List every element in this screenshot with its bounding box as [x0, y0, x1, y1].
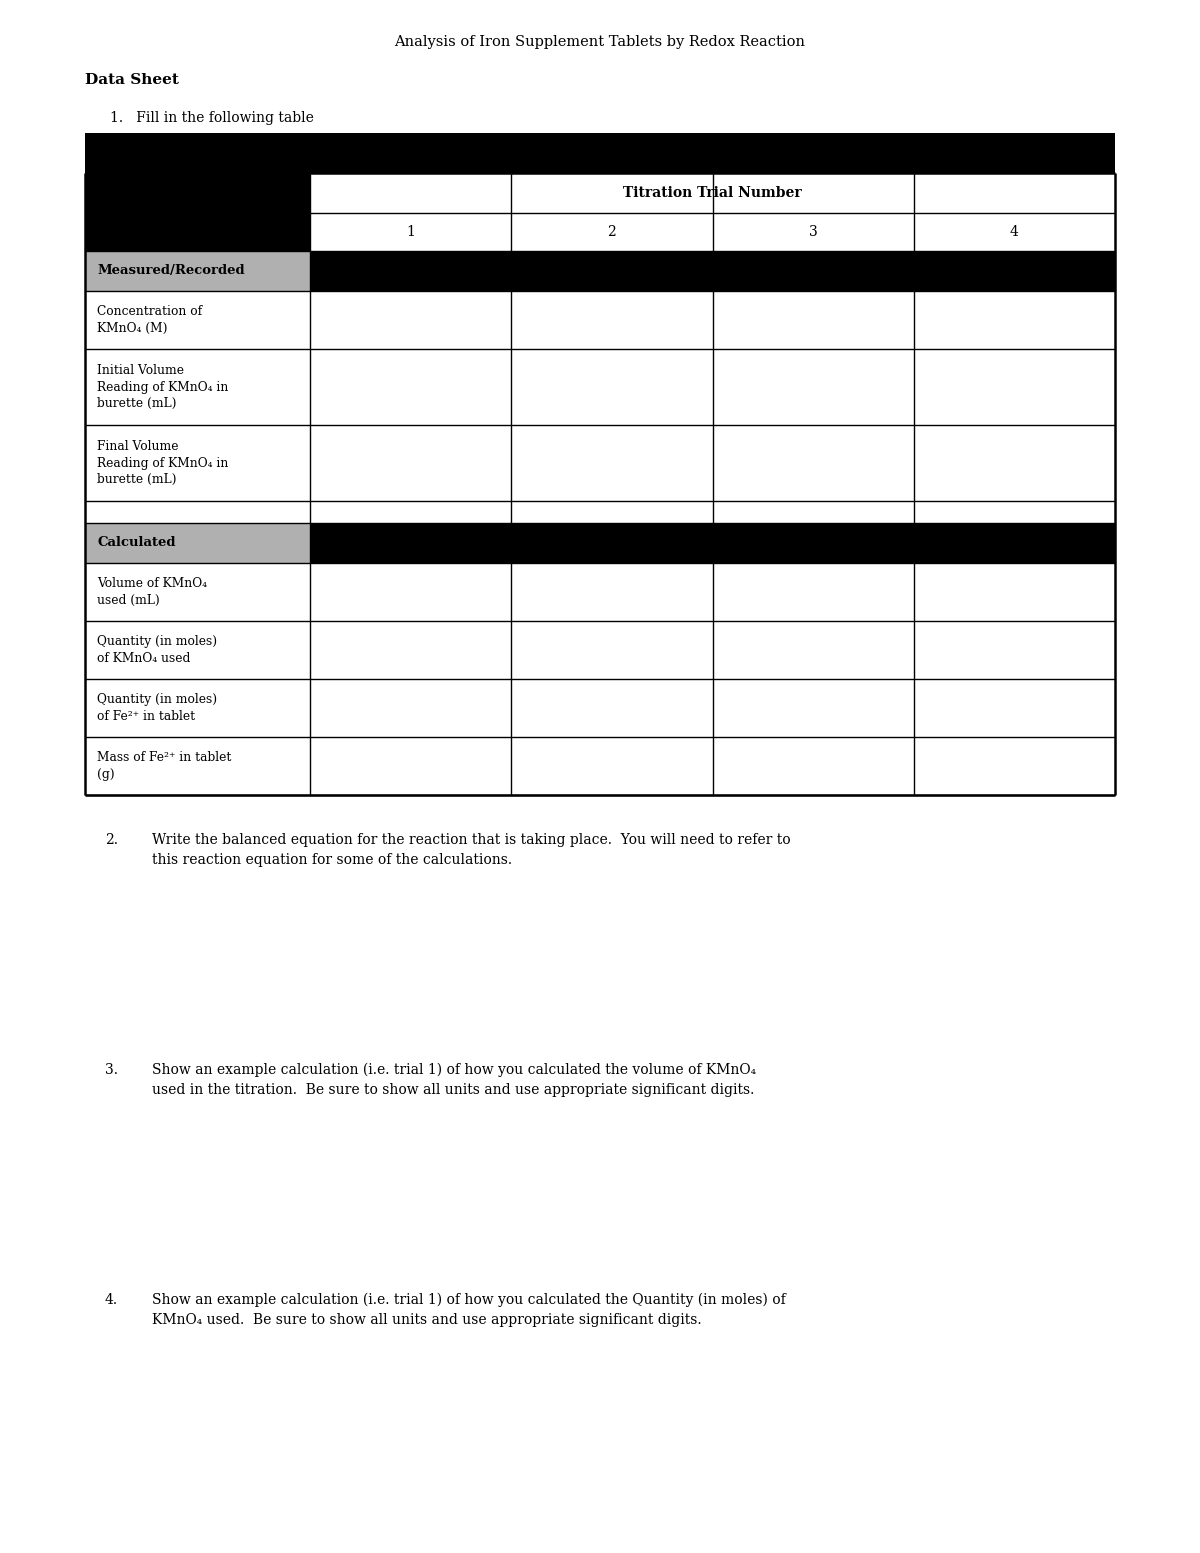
Bar — [85, 426, 1115, 502]
Text: Write the balanced equation for the reaction that is taking place.  You will nee: Write the balanced equation for the reac… — [152, 832, 791, 867]
Text: Data Sheet: Data Sheet — [85, 73, 179, 87]
Text: Show an example calculation (i.e. trial 1) of how you calculated the volume of K: Show an example calculation (i.e. trial … — [152, 1062, 756, 1096]
Bar — [85, 213, 310, 252]
Bar — [85, 621, 1115, 679]
Text: 3: 3 — [809, 225, 817, 239]
Bar — [85, 564, 1115, 621]
Text: Calculated: Calculated — [97, 536, 175, 550]
Text: Show an example calculation (i.e. trial 1) of how you calculated the Quantity (i: Show an example calculation (i.e. trial … — [152, 1294, 786, 1326]
Bar — [85, 134, 1115, 172]
Text: Concentration of
KMnO₄ (M): Concentration of KMnO₄ (M) — [97, 306, 202, 335]
Bar — [85, 679, 1115, 738]
Text: 1: 1 — [406, 225, 415, 239]
Text: Table 1.: Table 1. — [85, 144, 146, 158]
Text: 1.   Fill in the following table: 1. Fill in the following table — [110, 110, 314, 124]
Text: 2.: 2. — [106, 832, 118, 846]
Text: Quantity (in moles)
of KMnO₄ used: Quantity (in moles) of KMnO₄ used — [97, 635, 217, 665]
Text: 2: 2 — [607, 225, 617, 239]
Bar — [310, 213, 1115, 252]
Text: Measured/Recorded: Measured/Recorded — [97, 264, 245, 278]
Bar — [310, 252, 1115, 290]
Text: 4.: 4. — [106, 1294, 118, 1308]
Text: Redox titration results.: Redox titration results. — [152, 144, 319, 158]
Bar — [85, 523, 310, 564]
Text: 3.: 3. — [106, 1062, 118, 1076]
Text: Analysis of Iron Supplement Tablets by Redox Reaction: Analysis of Iron Supplement Tablets by R… — [395, 36, 805, 50]
Text: Final Volume
Reading of KMnO₄ in
burette (mL): Final Volume Reading of KMnO₄ in burette… — [97, 439, 228, 486]
Text: Quantity (in moles)
of Fe²⁺ in tablet: Quantity (in moles) of Fe²⁺ in tablet — [97, 693, 217, 722]
Bar — [85, 502, 1115, 523]
Bar — [310, 523, 1115, 564]
Text: Titration Trial Number: Titration Trial Number — [623, 186, 802, 200]
Text: 4: 4 — [1010, 225, 1019, 239]
Text: Volume of KMnO₄
used (mL): Volume of KMnO₄ used (mL) — [97, 578, 208, 607]
Bar — [85, 738, 1115, 795]
Bar — [85, 252, 310, 290]
Bar — [85, 172, 1115, 213]
Bar — [310, 172, 1115, 213]
Bar — [85, 290, 1115, 349]
Bar — [85, 349, 1115, 426]
Bar — [85, 172, 310, 213]
Text: Mass of Fe²⁺ in tablet
(g): Mass of Fe²⁺ in tablet (g) — [97, 752, 232, 781]
Text: Initial Volume
Reading of KMnO₄ in
burette (mL): Initial Volume Reading of KMnO₄ in buret… — [97, 363, 228, 410]
